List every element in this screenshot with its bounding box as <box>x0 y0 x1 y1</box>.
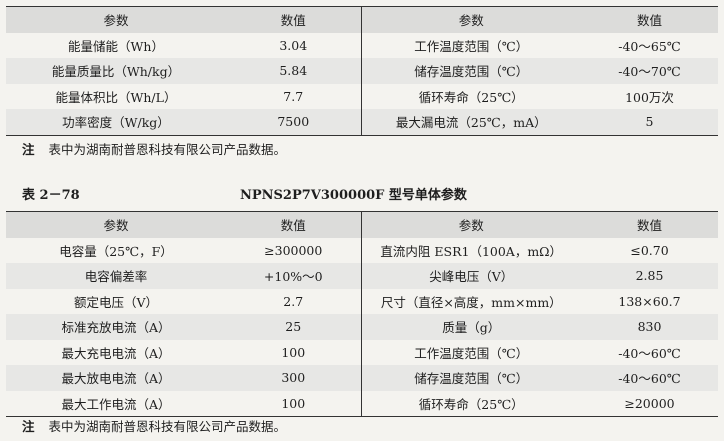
param-name: 工作温度范围（℃） <box>360 32 581 58</box>
header-param: 参数 <box>6 211 226 238</box>
param-value: 300 <box>226 365 361 391</box>
table-row: 最大充电电流（A） 100 工作温度范围（℃） -40～60℃ <box>6 339 718 365</box>
param-name: 功率密度（W/kg） <box>6 109 226 136</box>
param-name: 能量储能（Wh） <box>6 32 226 58</box>
header-param: 参数 <box>360 6 581 33</box>
param-value: 7.7 <box>226 83 361 109</box>
param-value: 3.04 <box>226 32 361 58</box>
param-value: 138×60.7 <box>581 288 718 314</box>
param-value: 5 <box>581 109 718 136</box>
param-value: ≤0.70 <box>581 237 718 263</box>
param-name: 循环寿命（25℃） <box>360 83 581 109</box>
param-name: 尖峰电压（V） <box>360 263 581 289</box>
header-param: 参数 <box>6 6 226 33</box>
param-name: 储存温度范围（℃） <box>360 365 581 391</box>
param-value: ≥20000 <box>581 390 718 417</box>
table-row: 电容量（25℃，F） ≥300000 直流内阻 ESR1（100A，mΩ） ≤0… <box>6 237 718 263</box>
table-capacitor-energy-params: 参数 数值 参数 数值 能量储能（Wh） 3.04 工作温度范围（℃） -40～… <box>6 6 718 136</box>
table-row: 标准充放电流（A） 25 质量（g） 830 <box>6 314 718 340</box>
param-name: 能量质量比（Wh/kg） <box>6 58 226 84</box>
table-row: 最大工作电流（A） 100 循环寿命（25℃） ≥20000 <box>6 390 718 417</box>
table-row: 额定电压（V） 2.7 尺寸（直径×高度，mm×mm） 138×60.7 <box>6 288 718 314</box>
table-row: 能量储能（Wh） 3.04 工作温度范围（℃） -40～65℃ <box>6 32 718 58</box>
param-name: 电容偏差率 <box>6 263 226 289</box>
param-value: ≥300000 <box>226 237 361 263</box>
header-value: 数值 <box>226 6 361 33</box>
table-header-row: 参数 数值 参数 数值 <box>6 6 718 33</box>
header-param: 参数 <box>360 211 581 238</box>
table-cell-params: 参数 数值 参数 数值 电容量（25℃，F） ≥300000 直流内阻 ESR1… <box>6 211 718 417</box>
param-name: 循环寿命（25℃） <box>360 390 581 417</box>
param-value: +10%～0 <box>226 263 361 289</box>
note-label: 注 <box>22 142 35 157</box>
header-value: 数值 <box>226 211 361 238</box>
table-row: 功率密度（W/kg） 7500 最大漏电流（25℃，mA） 5 <box>6 109 718 136</box>
table-header-row: 参数 数值 参数 数值 <box>6 211 718 238</box>
table-row: 最大放电电流（A） 300 储存温度范围（℃） -40～60℃ <box>6 365 718 391</box>
param-name: 额定电压（V） <box>6 288 226 314</box>
param-value: 100 <box>226 339 361 365</box>
table-row: 电容偏差率 +10%～0 尖峰电压（V） 2.85 <box>6 263 718 289</box>
param-name: 最大工作电流（A） <box>6 390 226 417</box>
param-name: 储存温度范围（℃） <box>360 58 581 84</box>
param-name: 能量体积比（Wh/L） <box>6 83 226 109</box>
param-value: -40～65℃ <box>581 32 718 58</box>
param-value: 100万次 <box>581 83 718 109</box>
param-value: 2.85 <box>581 263 718 289</box>
param-name: 标准充放电流（A） <box>6 314 226 340</box>
param-value: -40～60℃ <box>581 365 718 391</box>
param-name: 工作温度范围（℃） <box>360 339 581 365</box>
table-title: NPNS2P7V300000F 型号单体参数 <box>240 188 467 203</box>
param-name: 最大漏电流（25℃，mA） <box>360 109 581 136</box>
table-note: 注表中为湖南耐普恩科技有限公司产品数据。 <box>22 139 286 158</box>
note-text: 表中为湖南耐普恩科技有限公司产品数据。 <box>48 419 287 434</box>
note-label: 注 <box>22 419 35 434</box>
param-value: 2.7 <box>226 288 361 314</box>
param-name: 质量（g） <box>360 314 581 340</box>
param-value: 25 <box>226 314 361 340</box>
param-name: 电容量（25℃，F） <box>6 237 226 263</box>
table-row: 能量质量比（Wh/kg） 5.84 储存温度范围（℃） -40～70℃ <box>6 58 718 84</box>
param-value: 7500 <box>226 109 361 136</box>
param-name: 最大充电电流（A） <box>6 339 226 365</box>
param-value: 830 <box>581 314 718 340</box>
param-name: 最大放电电流（A） <box>6 365 226 391</box>
param-value: 5.84 <box>226 58 361 84</box>
param-value: -40～70℃ <box>581 58 718 84</box>
note-text: 表中为湖南耐普恩科技有限公司产品数据。 <box>48 142 287 157</box>
param-value: -40～60℃ <box>581 339 718 365</box>
table-number: 表 2－78 <box>22 188 80 203</box>
param-value: 100 <box>226 390 361 417</box>
table-note: 注表中为湖南耐普恩科技有限公司产品数据。 <box>22 416 286 435</box>
table-row: 能量体积比（Wh/L） 7.7 循环寿命（25℃） 100万次 <box>6 83 718 109</box>
header-value: 数值 <box>581 211 718 238</box>
param-name: 尺寸（直径×高度，mm×mm） <box>360 288 581 314</box>
header-value: 数值 <box>581 6 718 33</box>
param-name: 直流内阻 ESR1（100A，mΩ） <box>360 237 581 263</box>
